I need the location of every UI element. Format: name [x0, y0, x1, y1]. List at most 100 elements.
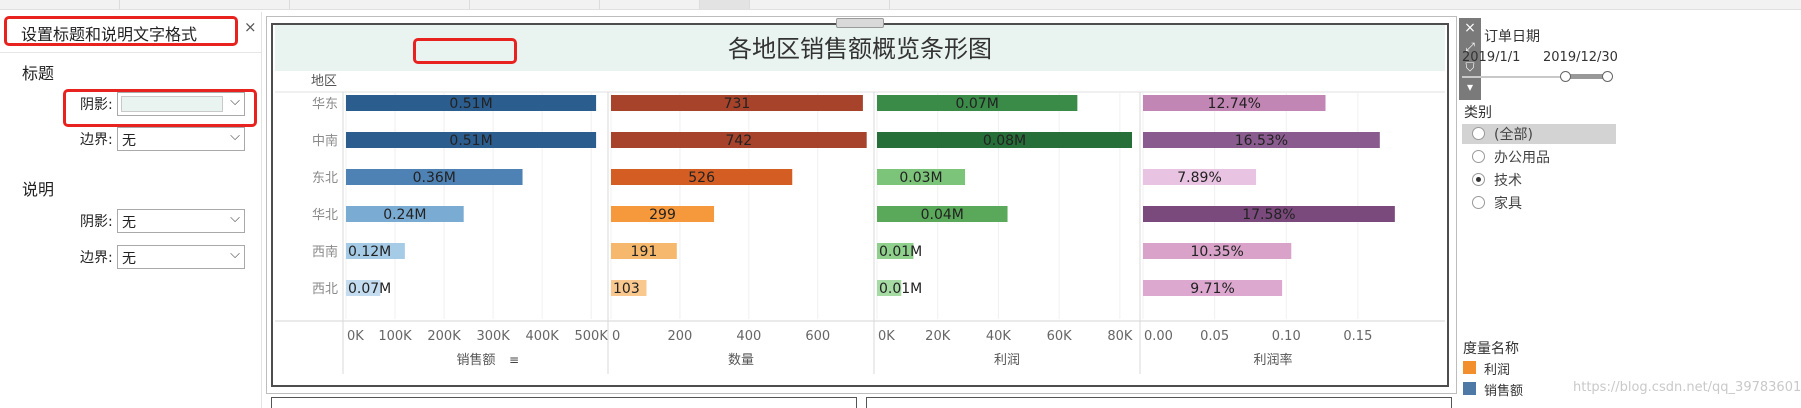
data-label: 0.12M	[348, 244, 391, 260]
pane-divider	[0, 52, 262, 53]
category-option-furniture[interactable]: 家具	[1462, 193, 1616, 213]
caption-shadow-label: 阴影:	[80, 214, 113, 230]
data-label: 191	[631, 244, 658, 260]
axis-label: 数量	[728, 353, 754, 368]
tick-label: 0	[612, 329, 620, 344]
date-start: 2019/1/1	[1462, 50, 1521, 65]
category-filter-title: 类别	[1464, 105, 1492, 121]
category-option-tech[interactable]: 技术	[1462, 170, 1616, 190]
category-label: 东北	[312, 171, 338, 186]
caption-border-label: 边界:	[80, 250, 113, 266]
tick-label: 500K	[575, 329, 609, 344]
drag-handle[interactable]	[836, 18, 884, 28]
chevron-down-icon: ⌵	[230, 247, 240, 262]
bar	[611, 243, 677, 259]
category-label: 华东	[312, 97, 338, 112]
data-label: 0.07M	[956, 96, 999, 112]
legend-label-profit: 利润	[1484, 363, 1511, 378]
data-label: 299	[649, 207, 676, 223]
bar	[346, 132, 597, 148]
radio-checked-icon	[1472, 173, 1485, 186]
data-label: 0.01M	[879, 244, 922, 260]
tick-label: 40K	[986, 329, 1012, 344]
title-border-select[interactable]: 无 ⌵	[117, 127, 245, 151]
bar	[611, 280, 647, 296]
top-tab-strip	[0, 0, 1801, 10]
bar	[346, 95, 597, 111]
caption-border-value: 无	[122, 251, 136, 267]
tick-label: 0.00	[1144, 329, 1173, 344]
title-section-heading: 标题	[22, 64, 55, 83]
legend-swatch-sales	[1463, 382, 1476, 395]
format-pane: 设置标题和说明文字格式 × 标题 阴影: ⌵ 边界: 无 ⌵ 说明 阴影: 无 …	[0, 12, 262, 408]
bar	[1143, 243, 1292, 259]
bottom-sheet-right	[866, 397, 1452, 408]
expand-icon[interactable]: ⤢	[1465, 40, 1475, 54]
data-label: 0.01M	[879, 281, 922, 297]
tick-label: 0K	[878, 329, 895, 344]
bar	[1143, 95, 1326, 111]
more-options-icon[interactable]: ▾	[1466, 80, 1474, 94]
date-slider-track[interactable]	[1462, 76, 1610, 78]
data-label: 0.07M	[348, 281, 391, 297]
bar	[346, 206, 464, 222]
close-icon[interactable]: ×	[244, 18, 257, 36]
chart-title: 各地区销售额概览条形图	[728, 35, 992, 63]
bar	[1143, 132, 1380, 148]
date-slider-end-handle[interactable]	[1602, 71, 1613, 82]
category-option-office[interactable]: 办公用品	[1462, 147, 1616, 167]
caption-shadow-value: 无	[122, 215, 136, 231]
title-border-value: 无	[122, 133, 136, 149]
date-slider-start-handle[interactable]	[1560, 71, 1571, 82]
caption-shadow-select[interactable]: 无 ⌵	[117, 209, 245, 233]
data-label: 742	[725, 133, 752, 149]
bar	[877, 132, 1132, 148]
data-label: 103	[613, 281, 640, 297]
date-end: 2019/12/30	[1543, 50, 1618, 65]
filter-icon[interactable]: ⛉	[1465, 60, 1475, 74]
title-shadow-label: 阴影:	[80, 97, 113, 113]
bar	[611, 132, 867, 148]
data-label: 0.08M	[983, 133, 1026, 149]
title-border-label: 边界:	[80, 132, 113, 148]
bar	[877, 169, 966, 185]
category-label: 西北	[312, 282, 338, 297]
floating-toolbar: × ⤢ ⛉ ▾	[1459, 18, 1481, 100]
bar	[346, 280, 381, 296]
tick-label: 0.15	[1343, 329, 1372, 344]
close-icon[interactable]: ×	[1464, 20, 1476, 36]
bar	[611, 169, 793, 185]
tick-label: 200K	[427, 329, 461, 344]
radio-icon	[1472, 127, 1485, 140]
date-slider-range	[1564, 74, 1606, 79]
date-filter-title: 订单日期	[1484, 29, 1540, 45]
caption-border-select[interactable]: 无 ⌵	[117, 245, 245, 269]
tick-label: 600	[805, 329, 830, 344]
tick-label: 400K	[525, 329, 559, 344]
category-label: 中南	[312, 133, 338, 149]
tick-label: 100K	[378, 329, 412, 344]
tick-label: 0K	[347, 329, 364, 344]
pane-title: 设置标题和说明文字格式	[4, 16, 238, 46]
category-option-all[interactable]: (全部)	[1462, 124, 1616, 144]
tick-label: 80K	[1107, 329, 1133, 344]
sort-icon: ≡	[509, 353, 519, 367]
caption-section-heading: 说明	[22, 180, 55, 199]
highlight-box-title	[413, 38, 517, 64]
bar	[877, 95, 1078, 111]
title-shadow-select[interactable]: ⌵	[117, 92, 245, 116]
bar	[611, 95, 863, 111]
chevron-down-icon: ⌵	[230, 129, 240, 144]
bottom-sheet-left	[271, 397, 857, 408]
axis-label: 利润	[994, 353, 1020, 368]
radio-icon	[1472, 196, 1485, 209]
tick-label: 0.05	[1200, 329, 1229, 344]
category-label: 西南	[312, 244, 338, 260]
bar	[877, 280, 902, 296]
shadow-color-swatch	[121, 96, 223, 112]
bar	[1143, 280, 1283, 296]
tick-label: 200	[668, 329, 693, 344]
chart-container[interactable]	[271, 23, 1449, 387]
data-label: 10.35%	[1190, 244, 1243, 260]
